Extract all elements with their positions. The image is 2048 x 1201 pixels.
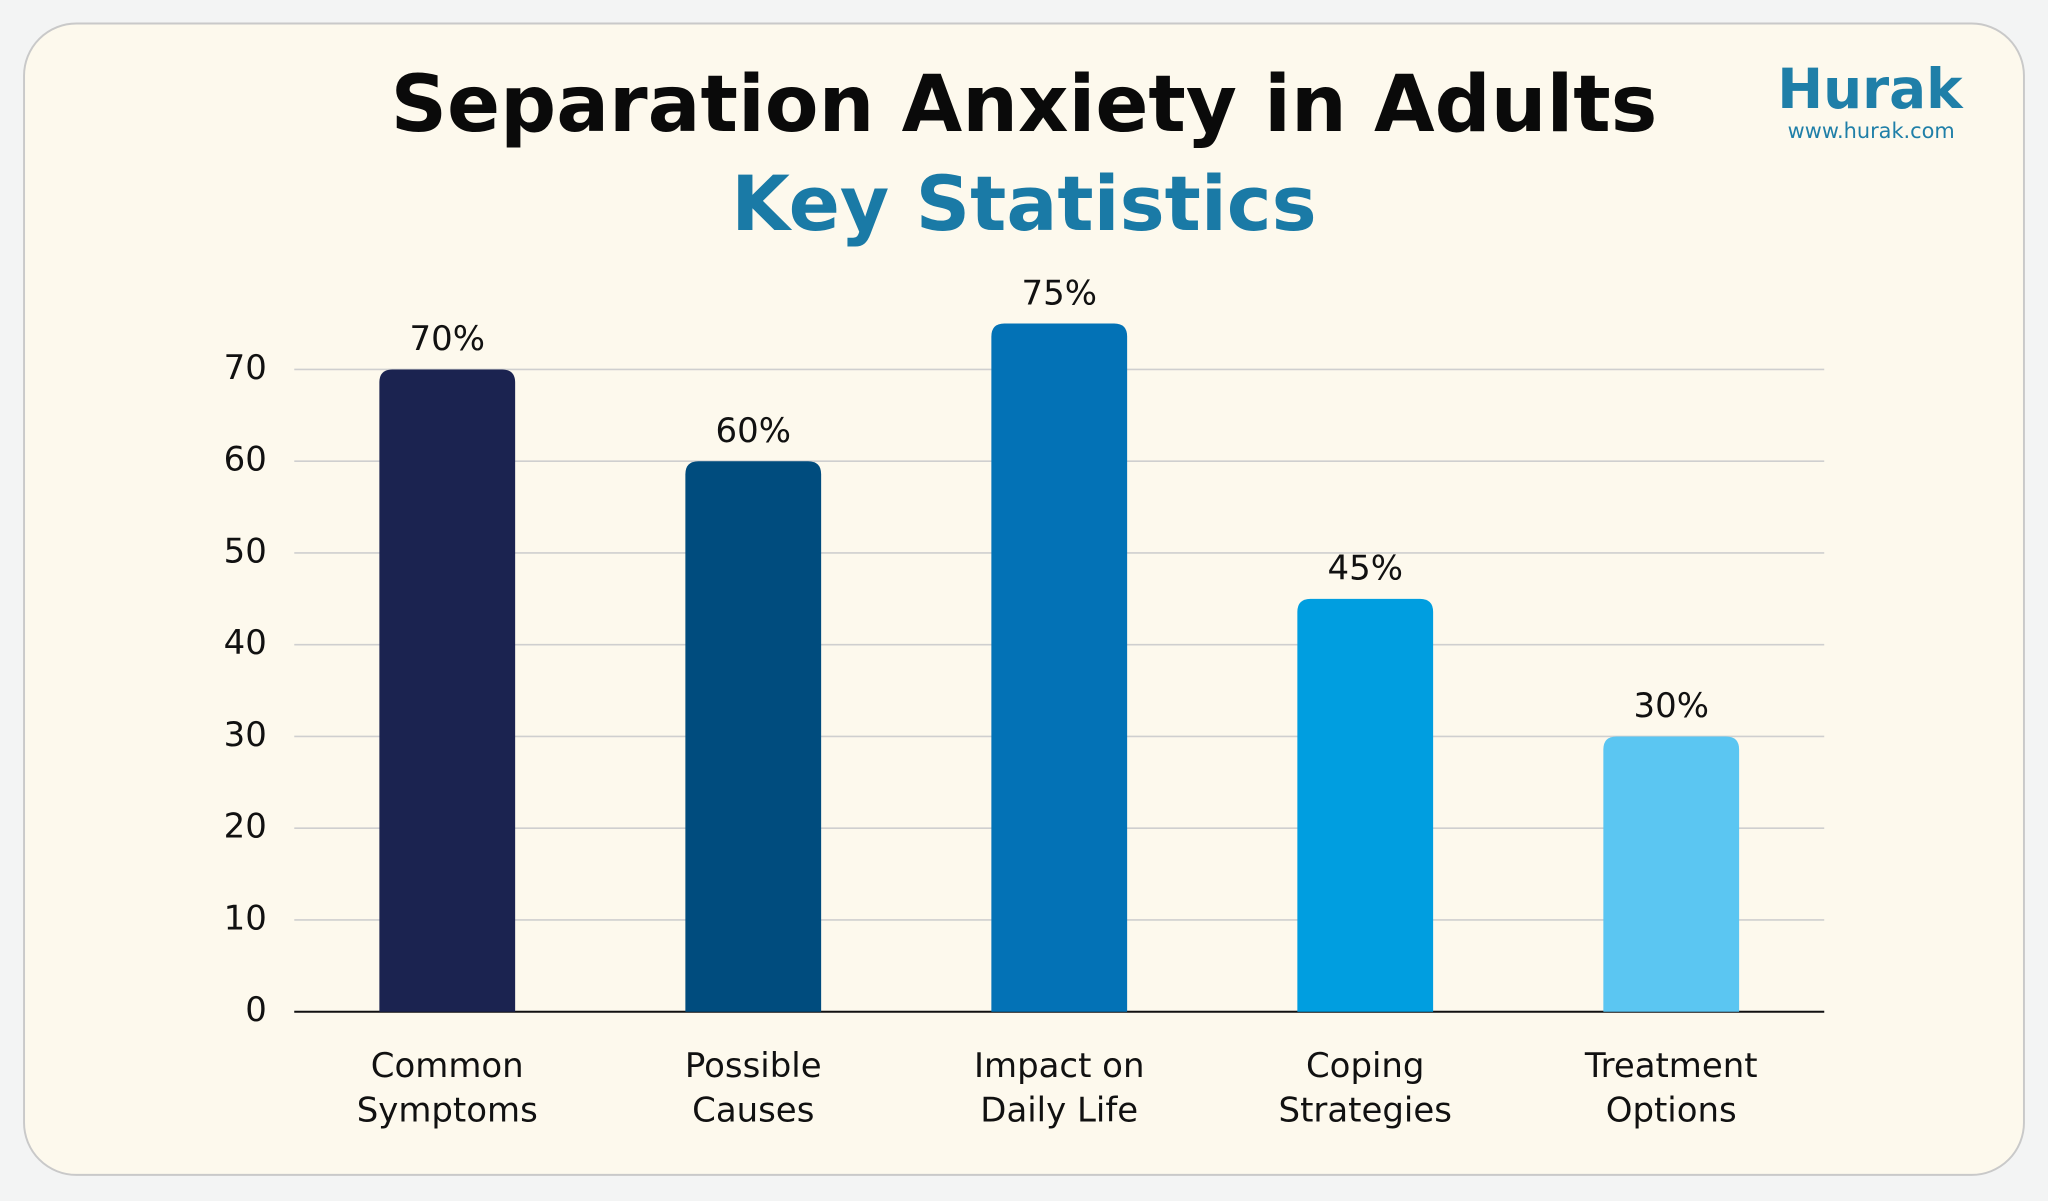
y-tick-label: 10 xyxy=(224,898,267,938)
bar xyxy=(685,461,822,1012)
x-tick-label-box: Impact on Daily Life xyxy=(974,1046,1145,1131)
chart-title: Separation Anxiety in Adults xyxy=(391,59,1658,150)
x-tick-label-box: Coping Strategies xyxy=(1278,1046,1452,1131)
bar xyxy=(379,369,516,1012)
x-tick-label-box: Common Symptoms xyxy=(356,1046,538,1131)
x-tick-label-box: Treatment Options xyxy=(1584,1046,1758,1131)
bar xyxy=(1297,598,1434,1012)
x-tick-label: Impact on Daily Life xyxy=(974,1046,1145,1131)
chart-subtitle: Key Statistics xyxy=(731,160,1316,248)
brand-name: Hurak xyxy=(1777,57,1964,121)
y-tick-label: 50 xyxy=(224,531,267,571)
y-tick-label: 0 xyxy=(245,990,267,1030)
value-label: 70% xyxy=(410,319,485,359)
y-tick-label: 60 xyxy=(224,440,267,480)
x-tick-label: Treatment Options xyxy=(1584,1046,1758,1131)
x-tick-label-box: Possible Causes xyxy=(684,1046,822,1131)
bar xyxy=(1603,736,1740,1012)
y-tick-label: 70 xyxy=(224,348,267,388)
x-tick-label: Coping Strategies xyxy=(1278,1046,1452,1131)
brand-url: www.hurak.com xyxy=(1788,119,1955,143)
value-label: 60% xyxy=(716,411,791,451)
bar xyxy=(991,323,1128,1012)
y-tick-label: 30 xyxy=(224,715,267,755)
value-label: 75% xyxy=(1022,273,1097,313)
x-tick-label: Possible Causes xyxy=(684,1046,822,1131)
x-tick-label: Common Symptoms xyxy=(356,1046,538,1131)
plot: 0 10 20 30 40 50 60 70 Common Symptoms 70% Possibl… xyxy=(224,273,1825,1131)
y-tick-label: 40 xyxy=(224,623,267,663)
y-tick-label: 20 xyxy=(224,807,267,847)
value-label: 45% xyxy=(1328,549,1403,589)
value-label: 30% xyxy=(1634,686,1709,726)
